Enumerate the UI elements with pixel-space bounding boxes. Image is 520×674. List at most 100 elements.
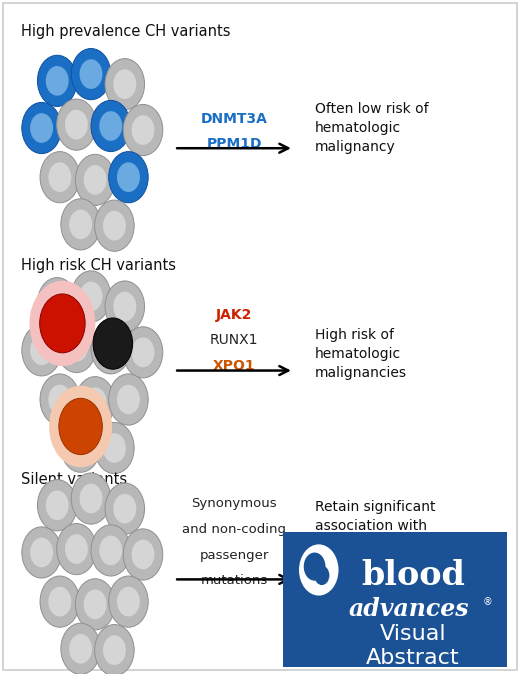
Text: Often low risk of
hematologic
malignancy: Often low risk of hematologic malignancy	[315, 102, 428, 154]
Text: Visual: Visual	[380, 624, 446, 644]
Text: DNMT3A: DNMT3A	[201, 112, 267, 125]
Circle shape	[71, 473, 111, 524]
Circle shape	[91, 100, 131, 152]
Circle shape	[105, 59, 145, 110]
Circle shape	[103, 636, 126, 665]
Circle shape	[123, 104, 163, 156]
Circle shape	[105, 483, 145, 534]
Circle shape	[46, 288, 69, 318]
Circle shape	[95, 200, 134, 251]
Circle shape	[117, 587, 140, 617]
Circle shape	[109, 576, 148, 627]
Circle shape	[37, 278, 77, 329]
Circle shape	[132, 115, 154, 145]
Circle shape	[37, 480, 77, 531]
Text: JAK2: JAK2	[216, 307, 252, 321]
Text: passenger: passenger	[199, 549, 269, 561]
Circle shape	[99, 536, 122, 565]
Circle shape	[95, 625, 134, 674]
Text: ®: ®	[483, 597, 493, 607]
Circle shape	[123, 327, 163, 378]
Circle shape	[22, 102, 61, 154]
Bar	[283, 532, 507, 667]
Circle shape	[30, 280, 95, 366]
Circle shape	[113, 69, 136, 99]
Circle shape	[40, 152, 80, 203]
Circle shape	[109, 152, 148, 203]
Circle shape	[57, 321, 96, 373]
Text: blood: blood	[361, 559, 465, 592]
Text: RUNX1: RUNX1	[210, 333, 258, 347]
Circle shape	[117, 162, 140, 192]
Text: PPM1D: PPM1D	[206, 137, 262, 151]
Circle shape	[49, 386, 112, 467]
Circle shape	[109, 374, 148, 425]
Circle shape	[123, 529, 163, 580]
Circle shape	[84, 590, 107, 619]
Circle shape	[80, 59, 102, 89]
Circle shape	[69, 432, 92, 462]
Circle shape	[113, 292, 136, 321]
Circle shape	[132, 540, 154, 570]
Circle shape	[113, 494, 136, 524]
Text: High prevalence CH variants: High prevalence CH variants	[21, 24, 230, 38]
Circle shape	[22, 527, 61, 578]
Circle shape	[61, 199, 100, 250]
Circle shape	[48, 162, 71, 192]
Circle shape	[37, 55, 77, 106]
Circle shape	[30, 113, 53, 143]
Circle shape	[117, 385, 140, 415]
Circle shape	[57, 524, 96, 575]
Circle shape	[99, 111, 122, 141]
Circle shape	[299, 545, 339, 596]
Circle shape	[80, 484, 102, 514]
Circle shape	[22, 325, 61, 376]
Circle shape	[91, 323, 131, 374]
Circle shape	[75, 579, 115, 630]
Circle shape	[315, 565, 329, 585]
Text: XPO1: XPO1	[213, 359, 255, 373]
Circle shape	[57, 99, 96, 150]
Circle shape	[75, 154, 115, 206]
Circle shape	[95, 423, 134, 474]
Text: Silent variants: Silent variants	[21, 472, 127, 487]
Circle shape	[69, 634, 92, 664]
Text: High risk of
hematologic
malignancies: High risk of hematologic malignancies	[315, 328, 407, 379]
Circle shape	[48, 587, 71, 617]
Circle shape	[30, 538, 53, 568]
Circle shape	[103, 211, 126, 241]
Circle shape	[65, 332, 88, 362]
Circle shape	[93, 318, 133, 369]
Circle shape	[46, 491, 69, 520]
Circle shape	[71, 49, 111, 100]
Text: High risk CH variants: High risk CH variants	[21, 258, 176, 273]
Text: advances: advances	[348, 597, 469, 621]
Circle shape	[105, 281, 145, 332]
Text: mutations: mutations	[200, 574, 268, 587]
Circle shape	[75, 377, 115, 428]
Circle shape	[99, 334, 122, 363]
Circle shape	[69, 210, 92, 239]
Circle shape	[71, 271, 111, 322]
Circle shape	[30, 336, 53, 365]
Circle shape	[40, 294, 85, 353]
Circle shape	[40, 576, 80, 627]
Circle shape	[132, 338, 154, 367]
Circle shape	[61, 623, 100, 674]
Text: Retain significant
association with
hematologic
malignancy: Retain significant association with hema…	[315, 500, 435, 571]
Circle shape	[46, 66, 69, 96]
Circle shape	[91, 525, 131, 576]
Circle shape	[84, 165, 107, 195]
Circle shape	[304, 553, 326, 581]
Circle shape	[65, 110, 88, 140]
Text: Synonymous: Synonymous	[191, 497, 277, 510]
Text: and non-coding: and non-coding	[182, 523, 286, 536]
Circle shape	[84, 388, 107, 417]
Circle shape	[59, 398, 102, 455]
Circle shape	[61, 421, 100, 472]
Circle shape	[65, 534, 88, 564]
Circle shape	[80, 282, 102, 311]
Circle shape	[40, 374, 80, 425]
Circle shape	[103, 433, 126, 463]
Text: Abstract: Abstract	[366, 648, 460, 668]
